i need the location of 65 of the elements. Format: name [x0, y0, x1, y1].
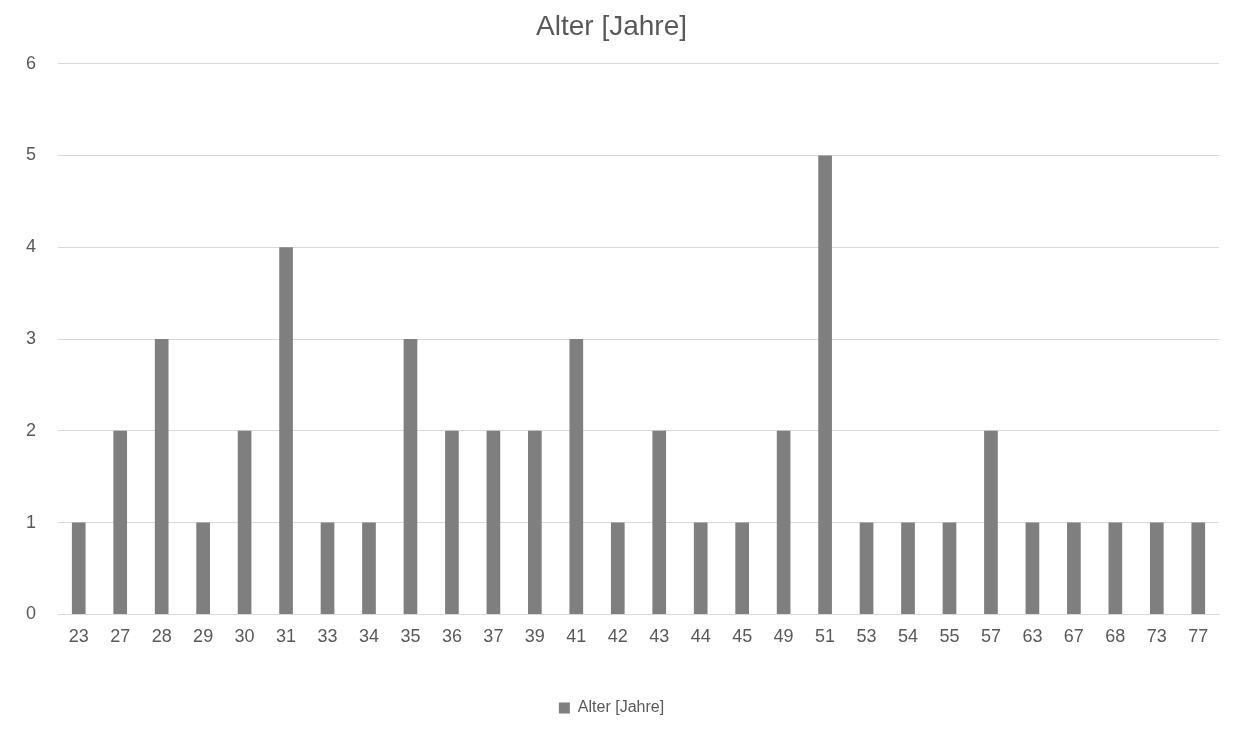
x-tick-label: 45	[732, 626, 753, 647]
x-tick-label: 27	[110, 626, 131, 647]
x-tick-label: 23	[68, 626, 89, 647]
x-tick-label: 55	[939, 626, 960, 647]
bar	[901, 522, 915, 614]
x-tick-label: 35	[400, 626, 421, 647]
legend-label: Alter [Jahre]	[577, 698, 665, 716]
x-tick-label: 39	[524, 626, 545, 647]
x-tick-label: 53	[856, 626, 877, 647]
x-tick-label: 36	[441, 626, 462, 647]
x-tick-label: 33	[317, 626, 338, 647]
x-tick-label: 30	[234, 626, 255, 647]
y-tick-label: 4	[26, 236, 37, 257]
x-tick-label: 73	[1146, 626, 1167, 647]
y-tick-label: 3	[26, 327, 37, 348]
bar	[71, 522, 86, 614]
x-tick-label: 51	[815, 626, 836, 647]
bar	[693, 522, 708, 614]
bar	[569, 339, 584, 614]
y-tick-label: 1	[26, 511, 37, 532]
x-tick-label: 37	[483, 626, 504, 647]
bar	[1067, 522, 1081, 614]
bar	[818, 155, 832, 614]
x-tick-label: 29	[193, 626, 214, 647]
bar	[528, 430, 542, 614]
bar	[362, 522, 376, 614]
bar	[113, 430, 128, 614]
x-tick-label: 49	[773, 626, 794, 647]
x-tick-label: 68	[1105, 626, 1126, 647]
bar	[652, 430, 667, 614]
y-tick-label: 5	[26, 144, 37, 165]
y-tick-label: 0	[26, 603, 37, 624]
bar	[320, 522, 335, 614]
bar	[445, 430, 459, 614]
bar	[610, 522, 625, 614]
x-tick-label: 44	[690, 626, 711, 647]
x-tick-label: 43	[649, 626, 670, 647]
x-tick-label: 67	[1063, 626, 1084, 647]
x-tick-label: 63	[1022, 626, 1043, 647]
x-tick-label: 41	[566, 626, 587, 647]
x-tick-label: 54	[898, 626, 919, 647]
bar	[942, 522, 957, 614]
chart-title: Alter [Jahre]	[536, 9, 687, 41]
bar	[859, 522, 874, 614]
bar	[237, 430, 252, 614]
x-tick-label: 34	[358, 626, 380, 647]
bar	[984, 430, 998, 614]
x-tick-label: 77	[1188, 626, 1209, 647]
bar	[154, 339, 169, 614]
bar	[196, 522, 210, 614]
bar	[1108, 522, 1123, 614]
x-tick-label: 42	[607, 626, 628, 647]
x-tick-label: 31	[276, 626, 297, 647]
bar	[1149, 522, 1164, 614]
bar	[1025, 522, 1040, 614]
y-tick-label: 6	[26, 52, 37, 73]
bar	[279, 247, 293, 614]
bar	[735, 522, 750, 614]
bar	[776, 430, 791, 614]
x-tick-label: 28	[151, 626, 172, 647]
bar	[486, 430, 501, 614]
bar	[403, 339, 418, 614]
x-tick-label: 57	[980, 626, 1001, 647]
y-tick-label: 2	[26, 419, 37, 440]
bar	[1191, 522, 1206, 614]
